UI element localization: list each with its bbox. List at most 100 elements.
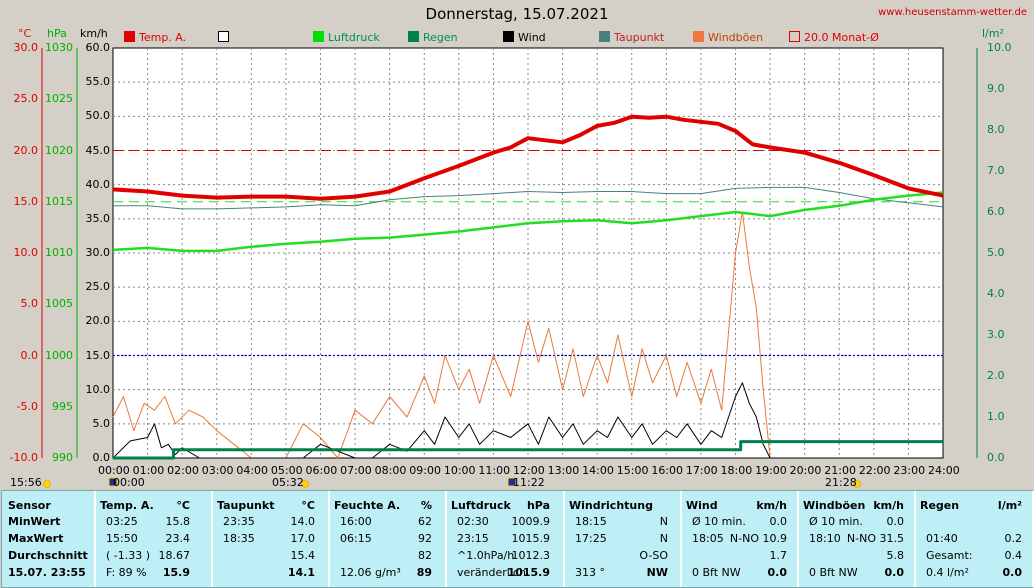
- stats-cell-value: N: [659, 515, 668, 528]
- temp-tick-label: 15.0: [13, 194, 39, 208]
- stats-cell-value: N: [659, 532, 668, 545]
- legend-label: Regen: [423, 31, 458, 44]
- sunrise-label: 05:32: [272, 476, 304, 489]
- stats-col-dew: Taupunkt °C 23:35 14.0 18:35 17.0 15.4 14.1: [211, 491, 330, 587]
- hour-tick-label: 08:00: [374, 464, 407, 477]
- stats-cell-value: 17.0: [290, 532, 316, 545]
- stats-col-sensor: Sensor MinWert MaxWert Durchschnitt 15.0…: [2, 491, 96, 587]
- noon-marker-icon: [507, 477, 517, 487]
- legend-label: Wind: [518, 31, 546, 44]
- hpa-tick-label: 1015: [45, 194, 73, 208]
- stats-cell-value: N-NO 31.5: [846, 532, 904, 545]
- hpa-tick-label: 1000: [45, 348, 73, 362]
- stats-header: Regen: [920, 499, 960, 512]
- sunset-label: 21:28: [825, 476, 857, 489]
- rain-tick-label: 9.0: [987, 82, 1005, 95]
- hour-tick-label: 02:00: [167, 464, 199, 477]
- legend-swatch: [218, 31, 229, 42]
- stats-unit: %: [420, 499, 432, 512]
- midnight-marker-label: 00:00: [113, 476, 145, 489]
- sun-icon: [43, 480, 51, 488]
- stats-cell-label: 0 Bft NW: [692, 566, 741, 579]
- sun-icon: [301, 480, 309, 488]
- hour-tick-label: 05:00: [270, 464, 303, 477]
- rain-tick-label: 8.0: [987, 123, 1005, 136]
- temp-tick-label: 25.0: [13, 92, 39, 106]
- kmh-tick-label: 20.0: [85, 314, 111, 328]
- stats-cell-label: 23:15: [457, 532, 489, 545]
- hpa-tick-label: 1025: [45, 92, 73, 106]
- stats-header: Taupunkt: [217, 499, 275, 512]
- stats-cell-value: 92: [418, 532, 432, 545]
- website-link[interactable]: www.heusenstamm-wetter.de: [878, 7, 1027, 18]
- hour-tick-label: 19:00: [755, 464, 787, 477]
- weather-chart: [41, 47, 978, 488]
- series-line-regen: [113, 440, 943, 460]
- stats-header: Luftdruck: [451, 499, 511, 512]
- stats-col-rain: Regen l/m² 01:40 0.2 Gesamt: 0.4 0.4 l/m² 0.0: [914, 491, 1034, 587]
- statistics-panel: Sensor MinWert MaxWert Durchschnitt 15.0…: [1, 490, 1034, 588]
- stats-cell-label: 12.06 g/m³: [340, 566, 401, 579]
- stats-unit: km/h: [756, 499, 787, 512]
- hour-tick-label: 20:00: [789, 464, 822, 477]
- stats-cell-value: 0.4: [1004, 549, 1023, 562]
- stats-col-winddir: Windrichtung 18:15 N 17:25 N O-SO 313 ° NW: [563, 491, 682, 587]
- hour-tick-label: 12:00: [513, 464, 545, 477]
- stats-cell-value: 15.9: [162, 566, 190, 579]
- stats-cell-value: 89: [416, 566, 432, 579]
- stats-unit: °C: [301, 499, 315, 512]
- stats-col-wind: Wind km/h Ø 10 min. 0.0 18:05 N-NO 10.9 1.7 0 B…: [680, 491, 799, 587]
- hpa-tick-label: 1020: [45, 143, 73, 157]
- hour-tick-label: 01:00: [132, 464, 165, 477]
- kmh-tick-label: 30.0: [85, 246, 111, 259]
- legend-swatch: [789, 31, 800, 42]
- rain-tick-label: 0.0: [987, 451, 1005, 464]
- stats-cell-value: 1012.3: [511, 549, 551, 562]
- hour-tick-label: 14:00: [582, 464, 614, 477]
- legend-label: Luftdruck: [328, 31, 380, 44]
- stats-cell-value: 62: [418, 515, 432, 528]
- stats-cell-value: 5.8: [886, 549, 905, 562]
- stats-cell-value: 0.0: [767, 566, 788, 579]
- hpa-tick-label: 995: [52, 399, 73, 413]
- stats-row-label: 15.07. 23:55: [8, 566, 86, 579]
- kmh-tick-label: 25.0: [85, 280, 111, 294]
- stats-col-gusts: Windböen km/h Ø 10 min. 0.0 18:10 N-NO 31.5 5.…: [797, 491, 916, 587]
- kmh-tick-label: 50.0: [85, 109, 111, 123]
- stats-cell-value: 23.4: [165, 532, 191, 545]
- stats-cell-label: ^1.0hPa/h: [457, 549, 515, 562]
- kmh-tick-label: 35.0: [85, 211, 111, 225]
- stats-cell-value: 0.0: [769, 515, 788, 528]
- rain-tick-label: 1.0: [987, 410, 1005, 423]
- stats-cell-label: 02:30: [457, 515, 489, 528]
- stats-cell-label: 313 °: [575, 566, 605, 579]
- stats-unit: °C: [176, 499, 190, 512]
- hpa-tick-label: 1010: [45, 246, 73, 259]
- stats-cell-label: 18:15: [575, 515, 607, 528]
- stats-header: Feuchte A.: [334, 499, 401, 512]
- legend-swatch: [124, 31, 135, 42]
- legend-swatch: [313, 31, 324, 42]
- legend-label: Windböen: [708, 31, 764, 44]
- rain-tick-label: 5.0: [987, 246, 1005, 259]
- hour-tick-label: 06:00: [305, 464, 338, 477]
- kmh-tick-label: 45.0: [85, 143, 111, 157]
- stats-cell-label: 17:25: [575, 532, 607, 545]
- hour-tick-label: 10:00: [443, 464, 476, 477]
- hpa-tick-label: 1030: [45, 41, 73, 54]
- stats-cell-label: 18:10: [809, 532, 841, 545]
- stats-row-label: Durchschnitt: [8, 549, 88, 562]
- unit-celsius: °C: [18, 27, 32, 40]
- stats-cell-value: 14.0: [290, 515, 316, 528]
- hour-tick-label: 11:00: [478, 464, 511, 477]
- hour-tick-label: 23:00: [893, 464, 926, 477]
- rain-tick-label: 6.0: [987, 205, 1005, 218]
- hour-tick-label: 15:00: [616, 464, 649, 477]
- rain-tick-label: 3.0: [987, 328, 1005, 341]
- stats-cell-label: 01:40: [926, 532, 958, 545]
- kmh-tick-label: 0.0: [92, 451, 111, 464]
- rain-tick-label: 7.0: [987, 164, 1005, 177]
- sunset-icon: [853, 480, 861, 488]
- legend-label: Taupunkt: [614, 31, 665, 44]
- stats-cell-value: 0.0: [1002, 566, 1023, 579]
